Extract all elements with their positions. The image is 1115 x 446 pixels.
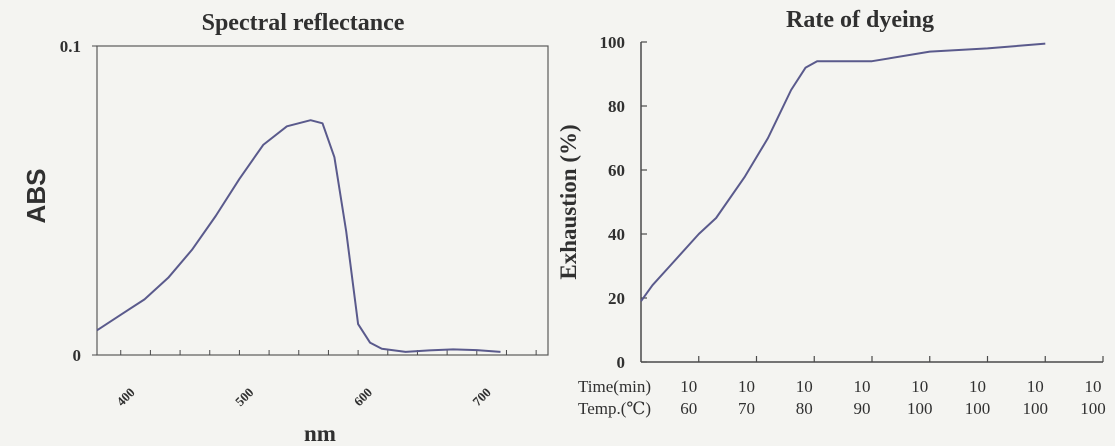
left-ticks	[92, 45, 537, 356]
left-x-tick-labels: 400 500 600 700	[113, 385, 493, 409]
temp-value-label: 80	[796, 399, 813, 418]
spectral-line	[96, 119, 501, 353]
left-plot-frame	[96, 45, 549, 356]
left-y-tick-labels: 00.1	[60, 37, 81, 365]
temp-value-label: 100	[1080, 399, 1106, 418]
temp-row-label: Temp.(℃)	[578, 399, 651, 418]
left-y-tick-label: 0.1	[60, 37, 81, 56]
right-y-tick-label: 20	[608, 289, 625, 308]
right-chart-title: Rate of dyeing	[786, 7, 934, 33]
time-value-label: 10	[1085, 377, 1102, 396]
time-value-label: 10	[738, 377, 755, 396]
right-y-tick-label: 40	[608, 225, 625, 244]
right-category-labels: 10 60 10 70 10 80 10 90 10 100 10 100 10 100 10 100	[680, 377, 1106, 418]
temp-value-label: 60	[680, 399, 697, 418]
right-y-tick-labels: 0 20 40 60 80 100	[600, 33, 626, 372]
right-y-tick-label: 80	[608, 97, 625, 116]
right-ticks	[641, 41, 1104, 363]
right-y-tick-label: 0	[617, 353, 626, 372]
exhaustion-line	[640, 42, 1046, 302]
right-y-tick-label: 100	[600, 33, 626, 52]
left-x-tick-label: 700	[469, 385, 493, 409]
left-series-group	[96, 119, 501, 353]
right-y-tick-label: 60	[608, 161, 625, 180]
temp-value-label: 90	[854, 399, 871, 418]
temp-value-label: 70	[738, 399, 755, 418]
time-value-label: 10	[911, 377, 928, 396]
right-y-axis-label: Exhaustion (%)	[556, 124, 581, 279]
temp-value-label: 100	[1023, 399, 1049, 418]
left-x-axis-label: nm	[304, 421, 336, 446]
time-value-label: 10	[796, 377, 813, 396]
temp-value-label: 100	[907, 399, 933, 418]
left-x-tick-label: 600	[351, 385, 375, 409]
left-chart-title: Spectral reflectance	[202, 10, 405, 36]
time-value-label: 10	[1027, 377, 1044, 396]
left-y-tick-label: 0	[73, 346, 82, 365]
left-x-tick-label: 500	[232, 385, 256, 409]
right-series-group	[640, 42, 1046, 302]
time-row-label: Time(min)	[578, 377, 651, 396]
spectral-chart: Spectral reflectance ABS nm 00.1 400 500 6…	[21, 10, 549, 446]
time-value-label: 10	[854, 377, 871, 396]
left-y-axis-label: ABS	[21, 169, 51, 224]
temp-value-label: 100	[965, 399, 991, 418]
dyeing-chart: Rate of dyeing Exhaustion (%) 0204060801…	[556, 7, 1106, 418]
time-value-label: 10	[680, 377, 697, 396]
left-x-tick-label: 400	[113, 385, 137, 409]
time-value-label: 10	[969, 377, 986, 396]
